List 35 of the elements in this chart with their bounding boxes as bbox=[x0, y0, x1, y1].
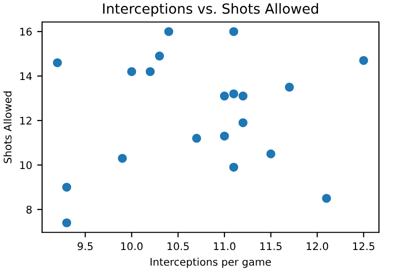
x-tick-label: 11.0 bbox=[214, 242, 236, 250]
point bbox=[229, 162, 238, 172]
point bbox=[192, 134, 202, 143]
y-tick-label: 12 bbox=[20, 116, 32, 124]
point bbox=[127, 67, 136, 76]
y-tick-label: 16 bbox=[20, 28, 32, 36]
x-tick-label: 10.0 bbox=[121, 242, 143, 250]
x-tick-label: 10.5 bbox=[168, 242, 189, 250]
point bbox=[220, 92, 229, 101]
y-tick-label: 14 bbox=[20, 72, 32, 80]
point bbox=[359, 56, 368, 65]
point bbox=[322, 194, 332, 203]
point bbox=[266, 149, 276, 158]
point bbox=[154, 52, 164, 61]
y-tick-label: 10 bbox=[20, 161, 32, 170]
point bbox=[229, 27, 238, 36]
chart-title: Interceptions vs. Shots Allowed bbox=[103, 3, 318, 17]
x-tick-label: 12.0 bbox=[306, 242, 328, 250]
x-axis-title: Interceptions per game bbox=[150, 258, 271, 268]
point bbox=[62, 182, 72, 192]
point bbox=[238, 92, 248, 101]
point bbox=[52, 58, 62, 68]
point bbox=[118, 154, 127, 163]
x-tick-label: 9.5 bbox=[78, 242, 93, 250]
point bbox=[146, 67, 155, 76]
point bbox=[164, 27, 174, 36]
y-axis-title: Shots Allowed bbox=[3, 92, 12, 164]
y-tick-label: 8 bbox=[26, 206, 32, 214]
x-tick-label: 12.5 bbox=[353, 242, 374, 250]
x-tick-label: 11.5 bbox=[260, 242, 282, 250]
point bbox=[284, 82, 294, 92]
point bbox=[229, 89, 238, 98]
point bbox=[220, 132, 229, 141]
point bbox=[62, 218, 72, 228]
point bbox=[238, 118, 248, 128]
